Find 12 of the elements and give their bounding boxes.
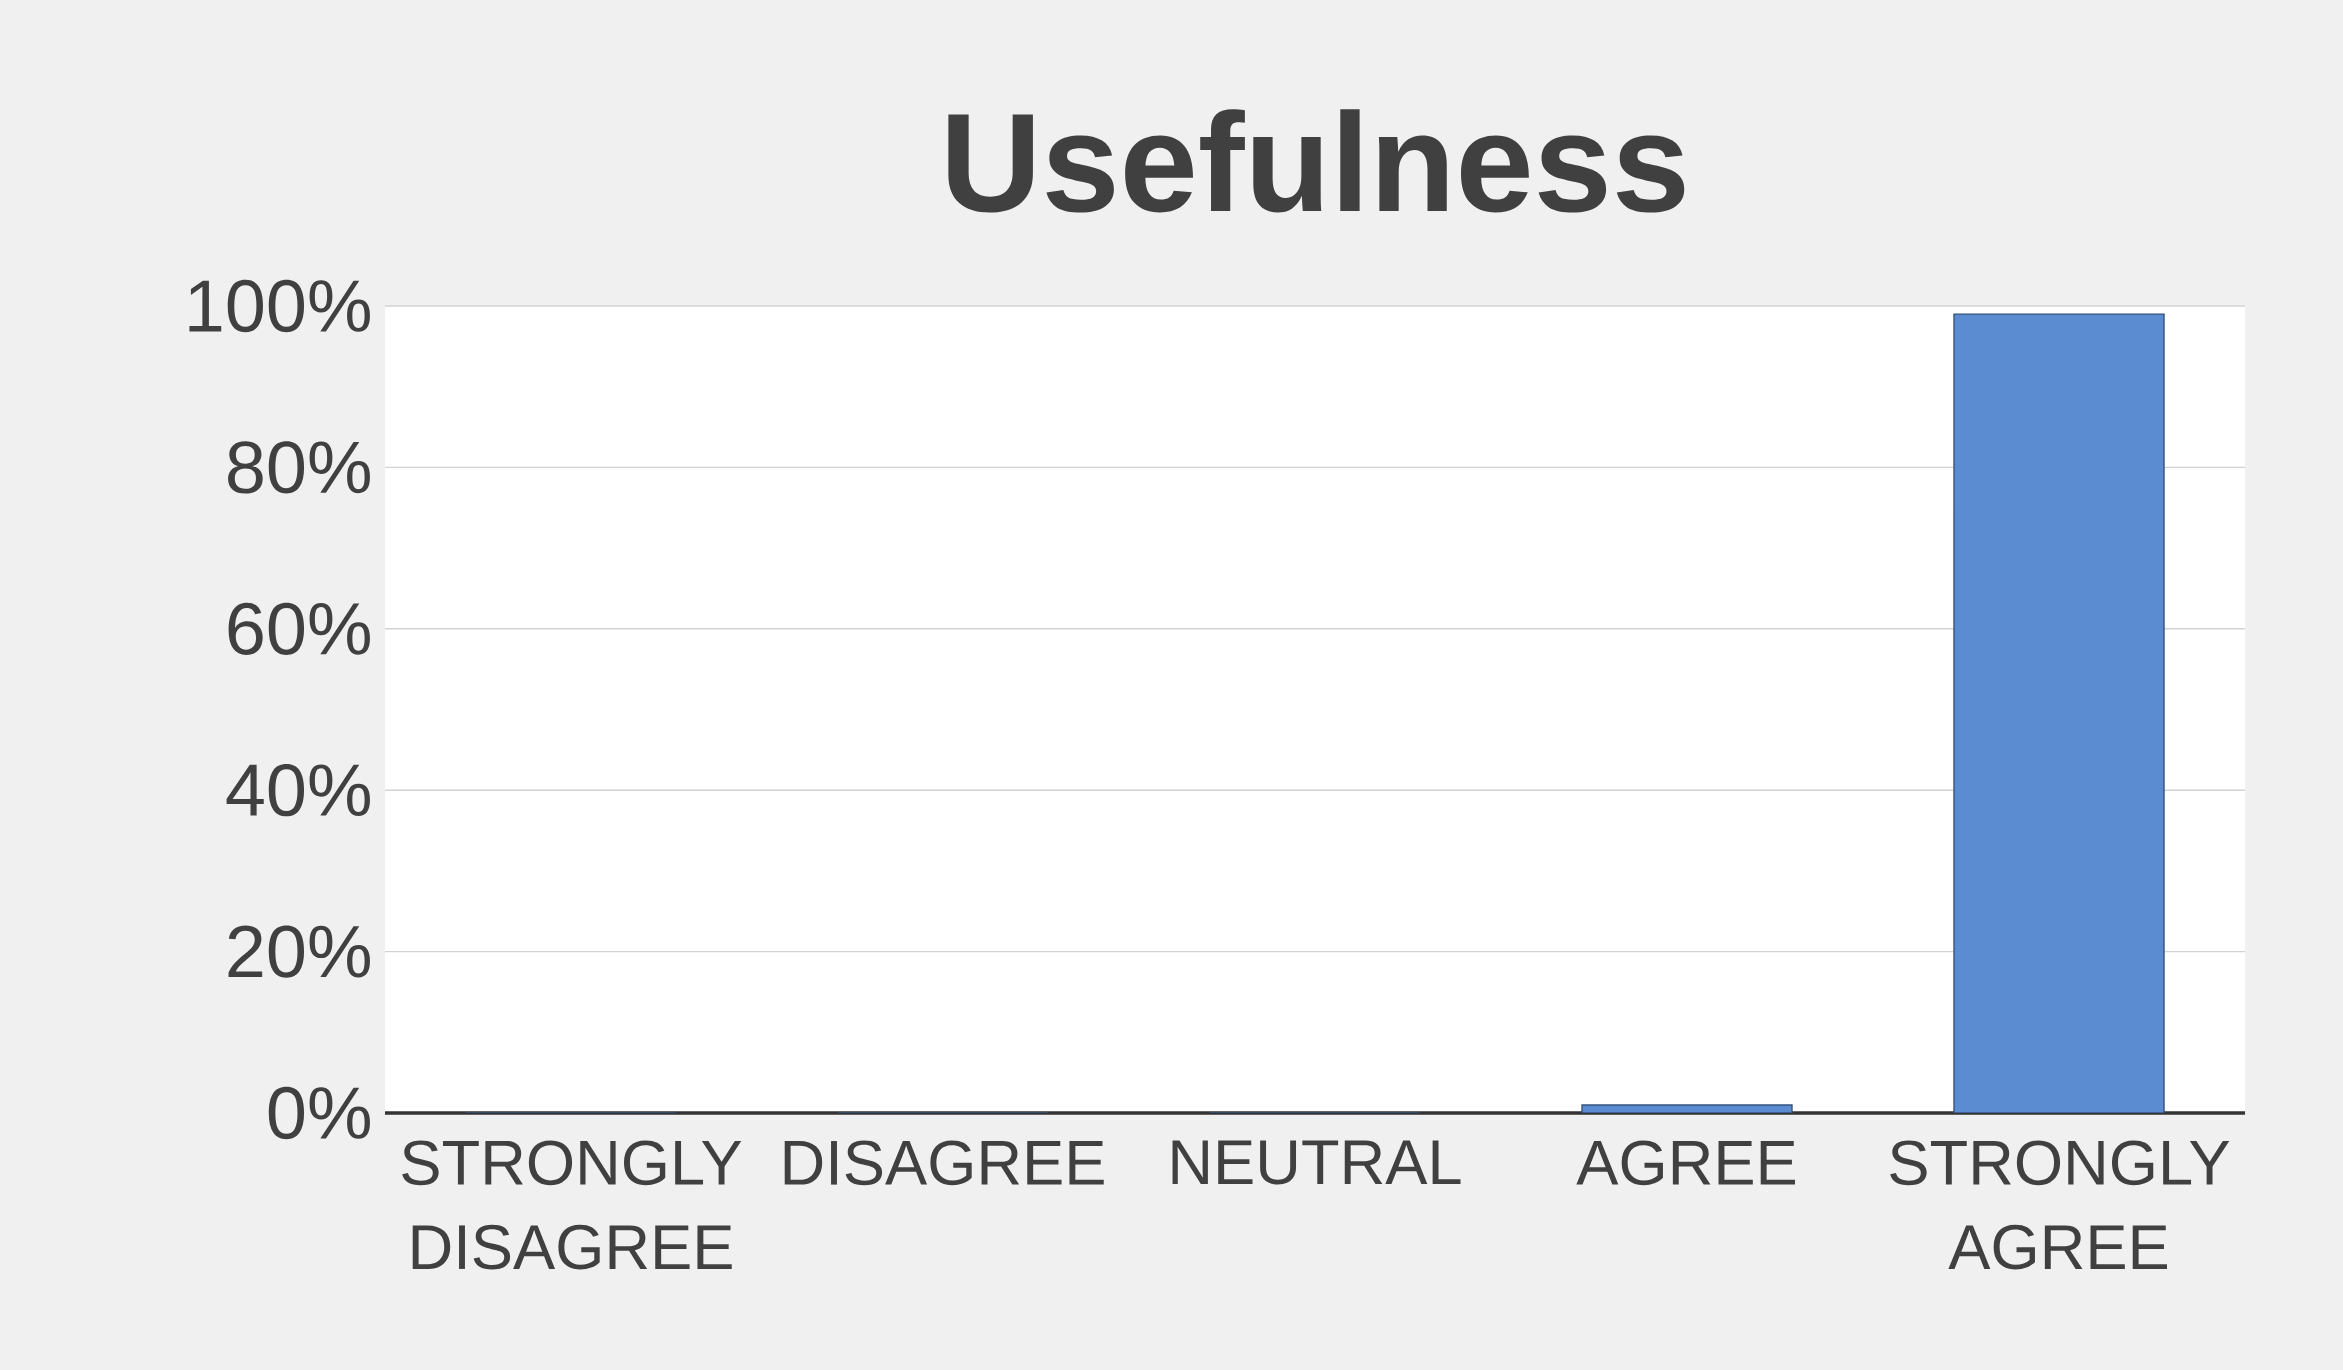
chart-title: Usefulness <box>948 109 1685 213</box>
y-tick-label: 0% <box>268 1086 370 1140</box>
x-tick-label: STRONGLY AGREE <box>1890 1140 2230 1270</box>
x-tick-label: AGREE <box>1576 1140 1796 1186</box>
y-tick-label: 20% <box>228 925 370 978</box>
y-tick-label: 40% <box>226 764 370 817</box>
y-tick-label: 80% <box>228 441 370 494</box>
y-tick-label: 60% <box>228 602 370 655</box>
x-tick-label: STRONGLY DISAGREE <box>402 1140 742 1270</box>
y-tick-label: 100% <box>189 279 370 333</box>
x-tick-label: NEUTRAL <box>1172 1140 1461 1185</box>
x-tick-label: DISAGREE <box>784 1140 1104 1186</box>
